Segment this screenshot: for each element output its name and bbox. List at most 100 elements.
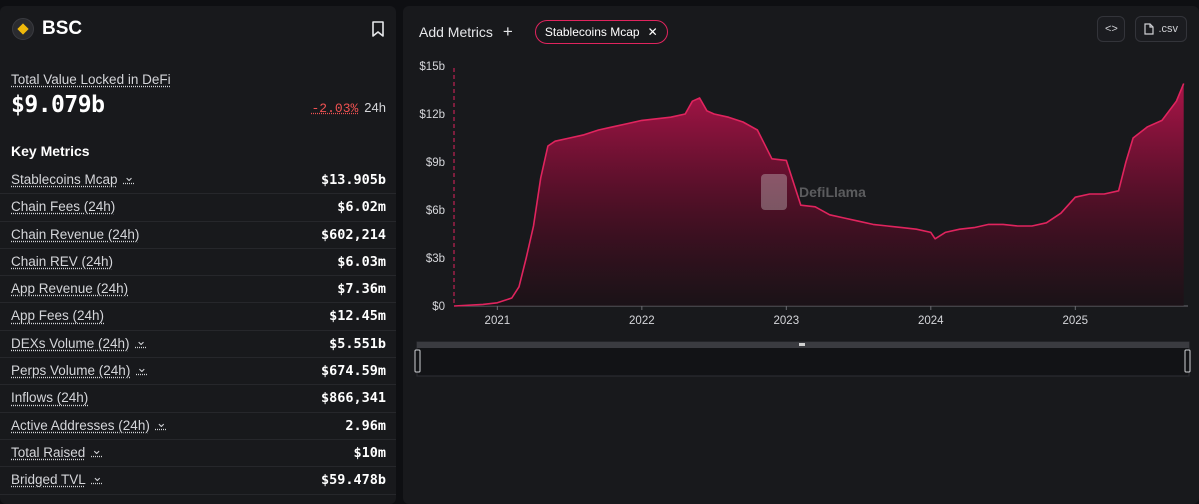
embed-button[interactable]: <> [1097, 16, 1126, 42]
tvl-change-period: 24h [364, 100, 386, 115]
key-metric-label-text: Stablecoins Mcap [11, 172, 118, 187]
key-metric-label[interactable]: Active Addresses (24h) ⌄ [11, 414, 167, 433]
range-slider[interactable] [414, 341, 1191, 377]
sidebar-panel: BSC Total Value Locked in DeFi $9.079b -… [0, 6, 396, 504]
key-metric-label[interactable]: Chain Fees (24h) [11, 199, 115, 214]
tvl-change-percent: -2.03% [311, 101, 359, 116]
key-metric-label-text: Total Raised [11, 444, 86, 460]
chart-tools: <> .csv [1097, 16, 1187, 42]
key-metric-label-text: Chain REV (24h) [11, 253, 114, 269]
y-tick-label: $9b [426, 157, 445, 169]
key-metric-label-text: App Fees (24h) [11, 308, 105, 324]
key-metric-row[interactable]: App Fees (24h) $12.45m [0, 303, 396, 331]
file-icon [1144, 23, 1155, 35]
key-metric-row[interactable]: Inflows (24h) $866,341 [0, 385, 396, 413]
y-tick-label: $12b [419, 109, 445, 121]
defillama-logo-icon [761, 174, 787, 210]
key-metric-value: $13.905b [320, 172, 386, 188]
key-metric-value: $59.478b [320, 472, 386, 489]
key-metric-row[interactable]: Stablecoins Mcap ⌄ $13.905b [0, 167, 396, 195]
key-metric-row[interactable]: Perps Volume (24h) ⌄ $674.59m [0, 358, 396, 386]
metric-chip-stablecoins-mcap[interactable]: Stablecoins Mcap ✕ [534, 20, 668, 44]
key-metric-value: $7.36m [337, 281, 386, 298]
range-handle-left[interactable] [414, 349, 421, 373]
bookmark-icon[interactable] [370, 20, 386, 38]
key-metrics-list: Stablecoins Mcap ⌄ $13.905b Chain Fees (24h… [0, 167, 396, 495]
key-metric-label-text: Bridged TVL [11, 472, 86, 488]
key-metric-label[interactable]: Perps Volume (24h) ⌄ [11, 360, 148, 379]
csv-download-button[interactable]: .csv [1135, 16, 1187, 42]
chain-name: BSC [42, 18, 83, 39]
x-tick-label: 2025 [1063, 315, 1089, 327]
y-tick-label: $0 [432, 301, 445, 313]
add-metrics-button[interactable]: Add Metrics + [419, 22, 513, 42]
tvl-label[interactable]: Total Value Locked in DeFi [11, 72, 171, 87]
chain-header: BSC [12, 18, 82, 40]
key-metric-row[interactable]: Bridged TVL ⌄ $59.478b [0, 467, 396, 495]
key-metric-label-text: App Revenue (24h) [11, 281, 129, 297]
watermark-text: DefiLlama [799, 184, 866, 200]
key-metric-row[interactable]: DEXs Volume (24h) ⌄ $5.551b [0, 331, 396, 359]
key-metric-value: $602,214 [320, 226, 386, 243]
key-metric-row[interactable]: Chain Revenue (24h) $602,214 [0, 222, 396, 249]
key-metric-label-text: Active Addresses (24h) [11, 417, 150, 433]
key-metric-row[interactable]: App Revenue (24h) $7.36m [0, 276, 396, 304]
key-metric-value: $6.02m [337, 199, 386, 216]
key-metric-row[interactable]: Active Addresses (24h) ⌄ 2.96m [0, 413, 396, 440]
key-metric-label[interactable]: Bridged TVL ⌄ [11, 469, 103, 488]
x-tick-label: 2022 [629, 315, 655, 327]
key-metric-label-text: Perps Volume (24h) [11, 363, 131, 379]
key-metric-label[interactable]: Chain Revenue (24h) [11, 227, 139, 242]
key-metric-label[interactable]: App Revenue (24h) [11, 281, 128, 296]
range-slider-grip[interactable] [799, 343, 805, 346]
key-metric-value: $6.03m [337, 253, 386, 270]
key-metric-row[interactable]: Chain REV (24h) $6.03m [0, 249, 396, 277]
chart-panel: Add Metrics + Stablecoins Mcap ✕ <> .csv [403, 6, 1199, 504]
x-tick-label: 2021 [485, 315, 511, 327]
key-metric-label-text: Chain Fees (24h) [11, 199, 116, 215]
chevron-down-icon[interactable]: ⌄ [136, 360, 148, 376]
x-tick-label: 2023 [774, 315, 800, 327]
tvl-change: -2.03% 24h [311, 100, 386, 116]
key-metric-label[interactable]: DEXs Volume (24h) ⌄ [11, 332, 147, 351]
key-metric-value: $10m [353, 444, 386, 461]
chevron-down-icon[interactable]: ⌄ [135, 332, 147, 348]
y-tick-label: $6b [426, 205, 445, 217]
csv-label: .csv [1158, 23, 1178, 35]
series-area [454, 83, 1184, 306]
key-metric-label[interactable]: Chain REV (24h) [11, 254, 113, 269]
chevron-down-icon[interactable]: ⌄ [155, 414, 167, 430]
key-metrics-title: Key Metrics [11, 143, 90, 159]
series-line [453, 83, 1185, 307]
key-metric-label-text: Inflows (24h) [11, 390, 89, 406]
key-metric-value: 2.96m [345, 417, 386, 434]
key-metric-value: $866,341 [320, 390, 386, 407]
key-metric-row[interactable]: Chain Fees (24h) $6.02m [0, 194, 396, 222]
plus-icon: + [502, 22, 513, 41]
y-tick-label: $15b [419, 61, 445, 73]
add-metrics-label: Add Metrics [419, 24, 493, 40]
key-metric-label[interactable]: App Fees (24h) [11, 308, 104, 323]
bsc-logo-icon [12, 18, 34, 40]
key-metric-label-text: Chain Revenue (24h) [11, 226, 140, 242]
key-metric-row[interactable]: Total Raised ⌄ $10m [0, 440, 396, 468]
chevron-down-icon[interactable]: ⌄ [91, 441, 103, 457]
chevron-down-icon[interactable]: ⌄ [91, 469, 103, 485]
key-metric-value: $12.45m [329, 308, 386, 325]
metric-chip-label: Stablecoins Mcap [544, 25, 640, 39]
tvl-value: $9.079b [11, 92, 105, 118]
stablecoins-mcap-chart[interactable]: $0 $3b $6b $9b $12b $15b 2021 2022 2023 2024 2025… [403, 6, 1199, 504]
chart-toolbar: Add Metrics + Stablecoins Mcap ✕ [419, 20, 668, 44]
key-metric-label[interactable]: Stablecoins Mcap ⌄ [11, 169, 135, 187]
key-metric-label[interactable]: Inflows (24h) [11, 390, 88, 405]
y-axis: $0 $3b $6b $9b $12b $15b [419, 61, 445, 313]
chevron-down-icon[interactable]: ⌄ [123, 169, 135, 184]
key-metric-value: $674.59m [320, 363, 386, 380]
close-icon[interactable]: ✕ [647, 25, 658, 39]
key-metric-label[interactable]: Total Raised ⌄ [11, 441, 103, 460]
x-axis: 2021 2022 2023 2024 2025 [454, 305, 1188, 327]
range-handle-right[interactable] [1184, 349, 1191, 373]
plot-area [453, 83, 1185, 307]
watermark: DefiLlama [761, 174, 866, 210]
y-tick-label: $3b [426, 253, 445, 265]
